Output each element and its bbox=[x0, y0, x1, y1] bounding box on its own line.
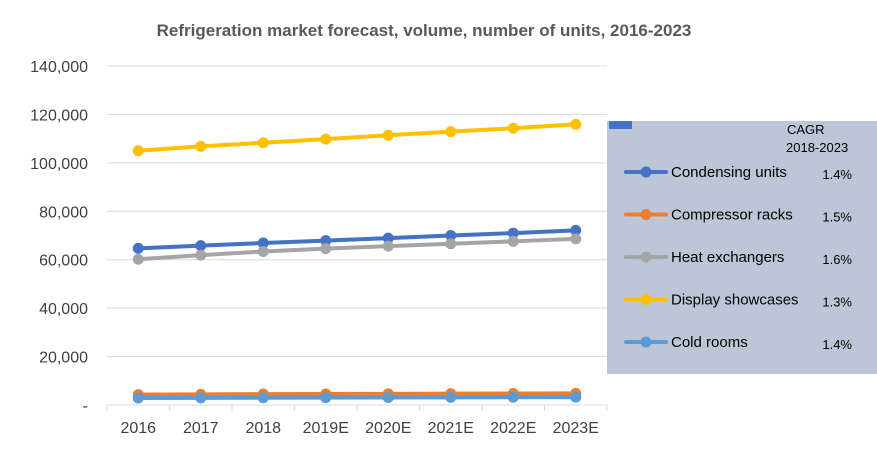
data-point bbox=[570, 118, 582, 130]
y-tick-label: 40,000 bbox=[39, 301, 88, 318]
data-point bbox=[257, 137, 269, 149]
series-lines bbox=[132, 118, 582, 404]
series-line bbox=[136, 228, 578, 251]
legend-corner-marker bbox=[609, 121, 632, 129]
data-point bbox=[132, 392, 144, 404]
series-line bbox=[136, 395, 578, 400]
data-point bbox=[257, 245, 269, 257]
y-axis-ticks: - 20,000 40,000 60,000 80,000 100,000 120,000 1… bbox=[30, 59, 88, 415]
series-line bbox=[136, 391, 578, 397]
cagr-header-period: 2018-2023 bbox=[786, 140, 848, 155]
data-point bbox=[320, 235, 332, 247]
data-point bbox=[507, 122, 519, 134]
legend-entry: Cold rooms 1.4% bbox=[624, 334, 852, 352]
legend-cagr-value: 1.5% bbox=[822, 210, 852, 225]
data-point bbox=[507, 227, 519, 239]
y-tick-label: 60,000 bbox=[39, 253, 88, 270]
legend-entry: Compressor racks 1.5% bbox=[624, 207, 852, 225]
y-tick-label: 20,000 bbox=[39, 350, 88, 367]
data-point bbox=[195, 140, 207, 152]
data-point bbox=[507, 235, 519, 247]
x-tick-label: 2017 bbox=[183, 420, 219, 437]
data-point bbox=[445, 391, 457, 403]
data-point bbox=[320, 392, 332, 404]
grid-lines bbox=[107, 65, 607, 406]
y-tick-label: 100,000 bbox=[30, 156, 88, 173]
y-tick-label: 140,000 bbox=[30, 59, 88, 76]
series-display-showcases bbox=[132, 118, 582, 157]
data-point bbox=[257, 237, 269, 249]
data-point bbox=[132, 145, 144, 157]
y-tick-label: 120,000 bbox=[30, 107, 88, 124]
chart-title: Refrigeration market forecast, volume, n… bbox=[157, 21, 692, 40]
legend-entry: Display showcases 1.3% bbox=[624, 292, 852, 310]
data-point bbox=[507, 391, 519, 403]
data-point bbox=[195, 392, 207, 404]
legend: CAGR 2018-2023 Condensing units 1.4% Compres… bbox=[607, 121, 877, 374]
x-tick-label: 2016 bbox=[120, 420, 156, 437]
data-point bbox=[382, 129, 394, 141]
x-axis: 2016 2017 2018 2019E 2020E 2021E 2022E 2023E bbox=[106, 405, 608, 437]
data-point bbox=[382, 232, 394, 244]
legend-label: Compressor racks bbox=[671, 207, 793, 224]
y-tick-label: 80,000 bbox=[39, 204, 88, 221]
data-point bbox=[132, 242, 144, 254]
data-point bbox=[382, 391, 394, 403]
data-point bbox=[195, 249, 207, 261]
x-tick-label: 2018 bbox=[245, 420, 281, 437]
legend-label: Cold rooms bbox=[671, 334, 748, 351]
legend-marker bbox=[640, 336, 652, 348]
data-point bbox=[570, 224, 582, 236]
y-tick-label: - bbox=[83, 398, 88, 415]
data-point bbox=[570, 391, 582, 403]
series-line bbox=[136, 122, 578, 153]
legend-entry: Condensing units 1.4% bbox=[624, 164, 852, 182]
cagr-header: CAGR bbox=[787, 122, 825, 137]
series-heat-exchangers bbox=[132, 233, 582, 265]
legend-cagr-value: 1.4% bbox=[822, 167, 852, 182]
legend-entry: Heat exchangers 1.6% bbox=[624, 249, 852, 267]
data-point bbox=[195, 240, 207, 252]
series-condensing-units bbox=[132, 224, 582, 254]
data-point bbox=[382, 240, 394, 252]
legend-marker bbox=[640, 251, 652, 263]
data-point bbox=[570, 233, 582, 245]
data-point bbox=[257, 392, 269, 404]
data-point bbox=[320, 243, 332, 255]
data-point bbox=[445, 238, 457, 250]
data-point bbox=[320, 133, 332, 145]
legend-cagr-value: 1.4% bbox=[822, 337, 852, 352]
x-tick-label: 2019E bbox=[303, 420, 349, 437]
series-line bbox=[136, 236, 578, 262]
legend-background bbox=[607, 121, 877, 374]
legend-label: Condensing units bbox=[671, 164, 787, 181]
data-point bbox=[132, 253, 144, 265]
legend-cagr-value: 1.3% bbox=[822, 295, 852, 310]
x-tick-label: 2023E bbox=[553, 420, 599, 437]
data-point bbox=[445, 126, 457, 138]
legend-marker bbox=[640, 294, 652, 305]
x-tick-label: 2021E bbox=[428, 420, 474, 437]
legend-marker bbox=[640, 166, 652, 178]
legend-cagr-value: 1.6% bbox=[822, 252, 852, 267]
legend-marker bbox=[640, 209, 652, 220]
legend-label: Heat exchangers bbox=[671, 249, 784, 266]
x-tick-label: 2020E bbox=[365, 420, 411, 437]
data-point bbox=[445, 230, 457, 241]
x-tick-label: 2022E bbox=[490, 420, 536, 437]
series-cold-rooms bbox=[132, 391, 582, 404]
legend-label: Display showcases bbox=[671, 292, 799, 309]
